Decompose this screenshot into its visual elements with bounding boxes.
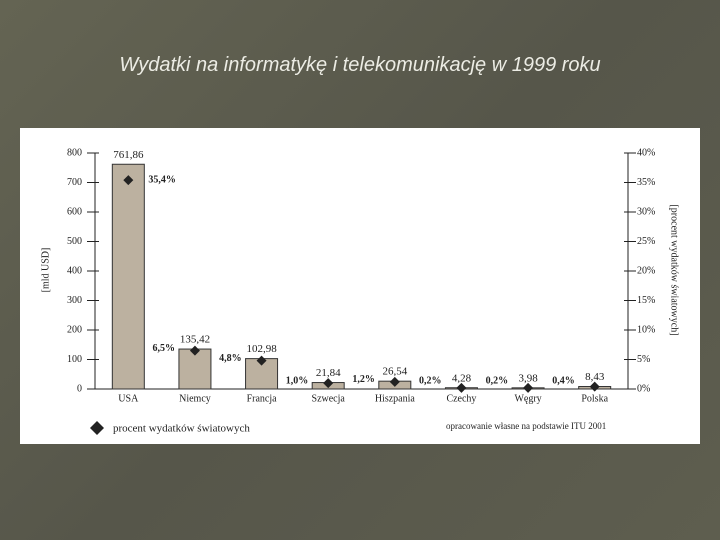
y-tick-label: 800 [67,147,82,158]
percent-marker [189,345,200,356]
percent-marker [256,355,267,366]
percent-marker [323,378,334,389]
percent-marker [589,381,600,392]
x-tick-label: Niemcy [179,393,211,404]
value-label: 761,86 [113,149,144,161]
value-label: 102,98 [246,343,277,355]
y2-tick-label: 20% [637,265,655,276]
y-tick-label: 200 [67,324,82,335]
y2-tick-label: 35% [637,177,655,188]
y2-axis-label: [procent wydatków światowych] [669,204,680,335]
percent-label: 0,4% [552,375,575,386]
y-tick-label: 600 [67,206,82,217]
y-tick-label: 500 [67,236,82,247]
y2-tick-label: 10% [637,324,655,335]
bar [111,163,145,390]
x-tick-label: Szwecja [312,393,346,404]
y-tick-label: 400 [67,265,82,276]
legend-marker [90,421,104,435]
value-label: 135,42 [180,334,210,346]
y2-tick-label: 0% [637,383,650,394]
percent-label: 1,2% [352,374,375,385]
y2-tick-label: 25% [637,236,655,247]
y-tick-label: 700 [67,177,82,188]
percent-label: 0,2% [419,375,442,386]
y-tick-label: 0 [77,383,82,394]
bar [245,358,279,390]
y-tick-label: 300 [67,295,82,306]
source-note: opracowanie własne na podstawie ITU 2001 [446,421,606,431]
x-tick-label: Hiszpania [375,393,416,404]
y-tick-label: 100 [67,354,82,365]
x-tick-label: Polska [581,393,608,404]
percent-marker [123,175,134,186]
legend-label: procent wydatków światowych [113,423,250,435]
slide-title: Wydatki na informatykę i telekomunikację… [119,54,601,76]
value-label: 26,54 [382,366,407,378]
percent-marker [523,382,534,393]
percent-label: 6,5% [152,343,175,354]
value-label: 21,84 [316,367,341,379]
percent-label: 35,4% [148,174,176,185]
y2-tick-label: 30% [637,206,655,217]
value-label: 4,28 [452,372,472,384]
percent-label: 4,8% [219,353,242,364]
x-tick-label: Francja [247,393,278,404]
y-axis-label: [mld USD] [40,248,51,293]
x-tick-label: Węgry [514,393,541,404]
percent-label: 1,0% [286,375,309,386]
bar [178,348,212,390]
y2-tick-label: 15% [637,295,655,306]
value-label: 8,43 [585,371,605,383]
x-tick-label: Czechy [446,393,476,404]
percent-marker [389,376,400,387]
chart: [mld USD] [procent wydatków światowych] … [20,128,700,444]
value-label: 3,98 [518,372,538,384]
percent-marker [456,382,467,393]
percent-label: 0,2% [486,375,509,386]
x-tick-label: USA [118,393,139,404]
y2-tick-label: 5% [637,354,650,365]
y2-tick-label: 40% [637,147,655,158]
